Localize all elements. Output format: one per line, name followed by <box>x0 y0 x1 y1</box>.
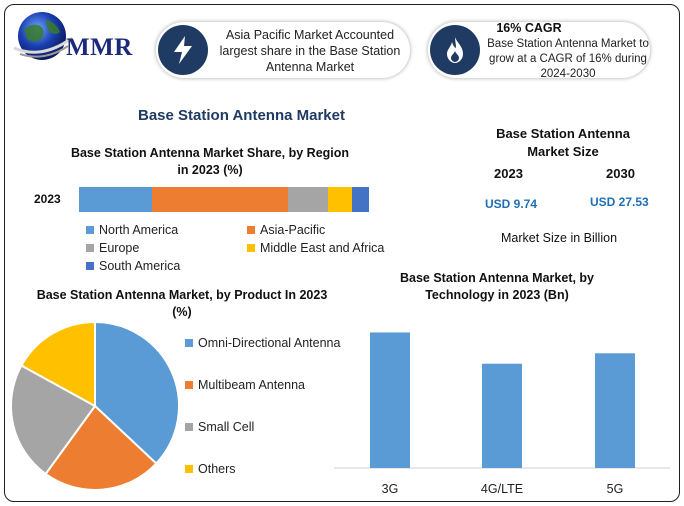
logo-text: MMR <box>66 34 133 61</box>
legend-middle-east-africa: Middle East and Africa <box>247 241 384 255</box>
technology-bar-chart: 3G 4G/LTE 5G <box>334 332 670 496</box>
legend-multibeam: Multibeam Antenna <box>185 378 305 392</box>
technology-tick-label: 5G <box>607 482 624 496</box>
lightning-icon <box>158 25 208 75</box>
legend-europe: Europe <box>86 241 139 255</box>
mmr-logo: MMR <box>12 8 142 68</box>
cagr-text: Base Station Antenna Market to grow at a… <box>487 38 649 80</box>
technology-tick-label: 3G <box>382 482 399 496</box>
globe-icon <box>13 12 72 60</box>
technology-bar-5g <box>595 353 635 468</box>
market-size-value-2023: USD 9.74 <box>485 197 538 211</box>
market-size-value-2030: USD 27.53 <box>590 195 649 209</box>
legend-south-america: South America <box>86 259 180 273</box>
product-pie-chart <box>10 320 180 491</box>
pie-slice-small-cell <box>10 364 97 476</box>
region-segment-south-america <box>351 187 369 212</box>
flame-icon <box>430 25 480 75</box>
region-stacked-bar <box>79 187 369 212</box>
region-segment-europe <box>287 187 329 212</box>
pie-slice-omni-directional-antenna <box>94 320 180 465</box>
legend-asia-pacific: Asia-Pacific <box>247 223 325 237</box>
legend-omni-directional: Omni-Directional Antenna <box>185 336 340 350</box>
market-size-title: Base Station Antenna Market Size <box>496 126 630 159</box>
legend-north-america: North America <box>86 223 178 237</box>
technology-chart-title: Base Station Antenna Market, by Technolo… <box>399 271 595 302</box>
technology-bar-4g-lte <box>482 363 522 468</box>
market-size-note: Market Size in Billion <box>501 231 618 245</box>
technology-bar-3g <box>370 332 410 468</box>
region-segment-north-america <box>79 187 152 212</box>
region-segment-middle-east-and-africa <box>328 187 352 212</box>
region-segment-asia-pacific <box>151 187 288 212</box>
technology-tick-label: 4G/LTE <box>481 482 523 496</box>
region-chart-title: Base Station Antenna Market Share, by Re… <box>70 146 350 177</box>
market-size-year-2030: 2030 <box>606 166 635 181</box>
pie-slice-others <box>20 320 96 408</box>
product-chart-title: Base Station Antenna Market, by Product … <box>36 288 328 319</box>
legend-others: Others <box>185 462 236 476</box>
cagr-title: 16% CAGR <box>496 21 562 35</box>
region-tick-label: 2023 <box>34 192 61 206</box>
pie-slice-multibeam-antenna <box>44 404 158 491</box>
asia-pacific-text: Asia Pacific Market Accounted largest sh… <box>219 28 401 74</box>
legend-small-cell: Small Cell <box>185 420 254 434</box>
main-title: Base Station Antenna Market <box>138 107 345 124</box>
market-size-year-2023: 2023 <box>494 166 523 181</box>
